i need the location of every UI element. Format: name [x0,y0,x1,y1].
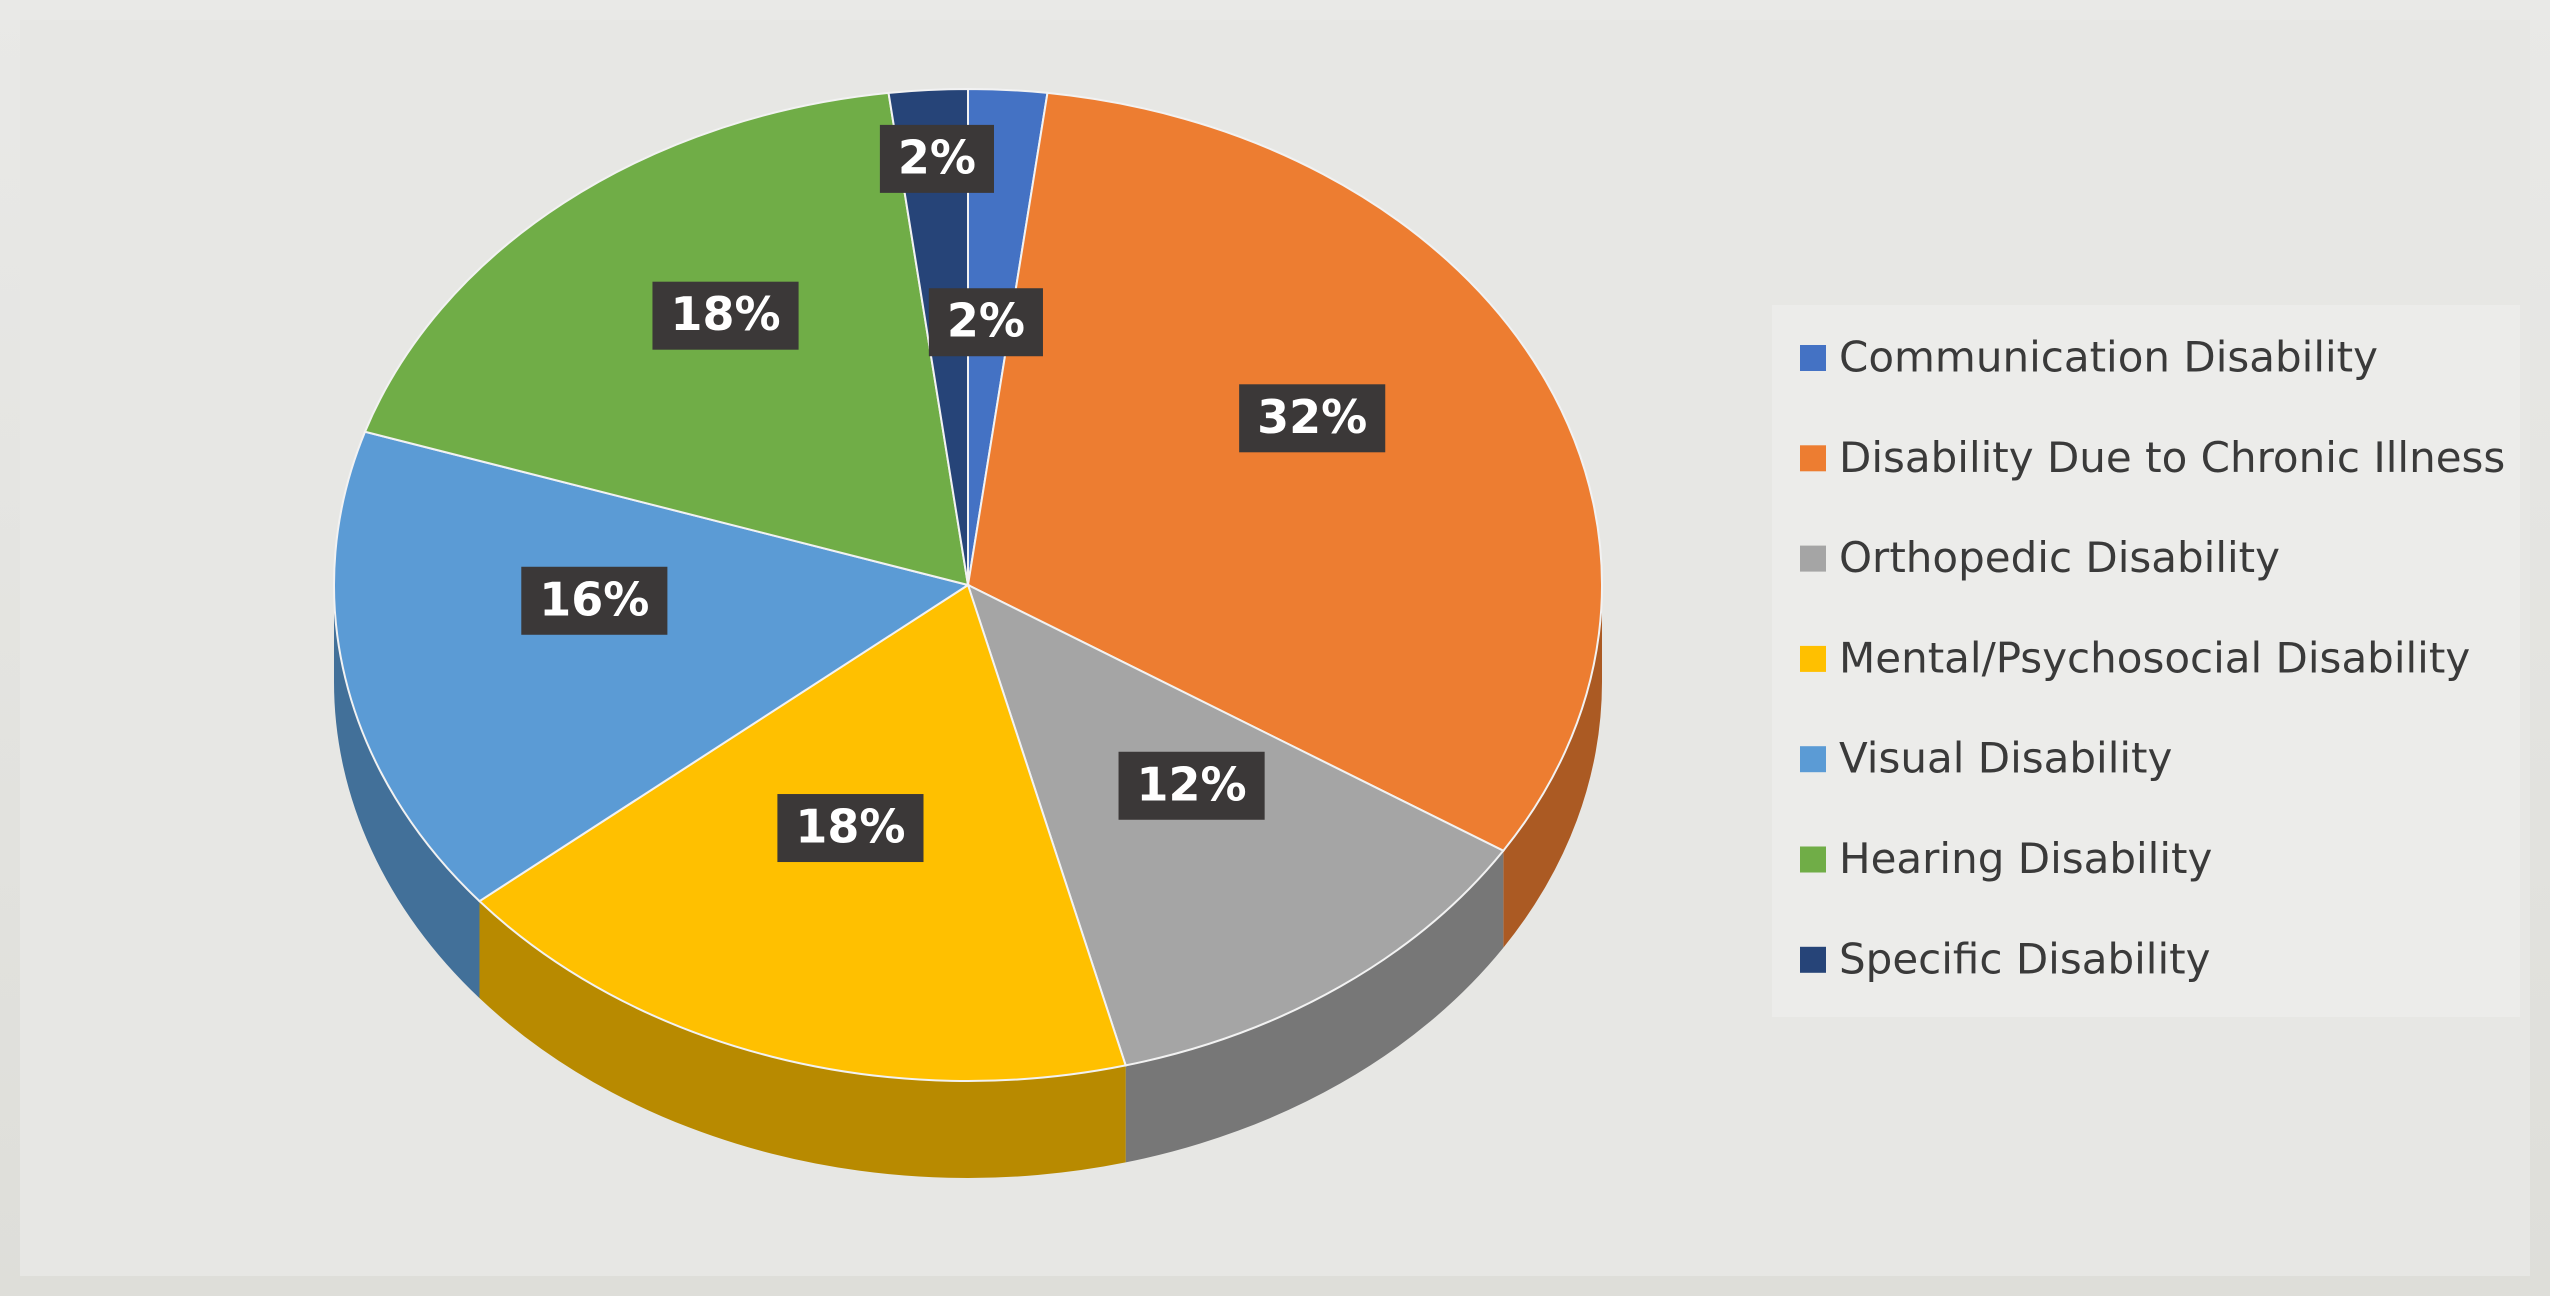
value-label-bg [928,288,1043,357]
slice [966,583,1505,1067]
legend-label: Disability Due to Chronic Illness [1839,433,2505,482]
slice-side [479,901,1126,1179]
value-label-group: 18% [777,794,924,863]
slice [333,430,971,903]
value-label-bg [777,794,924,863]
value-label-bg [1118,751,1265,820]
legend-label: Communication Disability [1839,333,2378,382]
legend-box [1772,305,2520,1017]
legend-swatch [1800,545,1826,572]
value-label: 18% [795,800,905,854]
legend-label: Orthopedic Disability [1839,533,2280,582]
legend-swatch [1800,946,1826,973]
slice [887,87,969,586]
value-label: 2% [947,294,1025,348]
legend-swatch [1800,846,1826,873]
slice-side [1125,850,1504,1163]
value-label-group: 32% [1239,384,1386,453]
legend-swatch [1800,345,1826,371]
slice-side [1503,585,1603,948]
legend-label: Visual Disability [1839,734,2172,783]
value-label: 32% [1257,390,1367,444]
slice [966,91,1603,853]
value-label-bg [521,566,668,635]
legend-label: Hearing Disability [1839,834,2212,883]
value-label-bg [1239,384,1386,453]
value-label: 12% [1137,757,1247,811]
legend-label: Mental/Psychosocial Disability [1839,633,2470,682]
value-label: 2% [898,130,976,184]
value-label-group: 2% [879,124,995,193]
value-label-bg [652,281,799,350]
legend-label: Specific Disability [1839,934,2210,983]
value-label-group: 2% [928,288,1043,357]
value-label: 18% [670,287,780,341]
legend-swatch [1800,746,1826,773]
value-label: 16% [539,572,649,626]
legend-swatch [1800,645,1826,672]
legend-swatch [1800,445,1826,472]
value-label-group: 12% [1118,751,1265,820]
value-label-group: 16% [521,566,668,635]
slice-side [334,585,480,999]
value-label-bg [879,124,995,193]
value-label-group: 18% [652,281,799,350]
